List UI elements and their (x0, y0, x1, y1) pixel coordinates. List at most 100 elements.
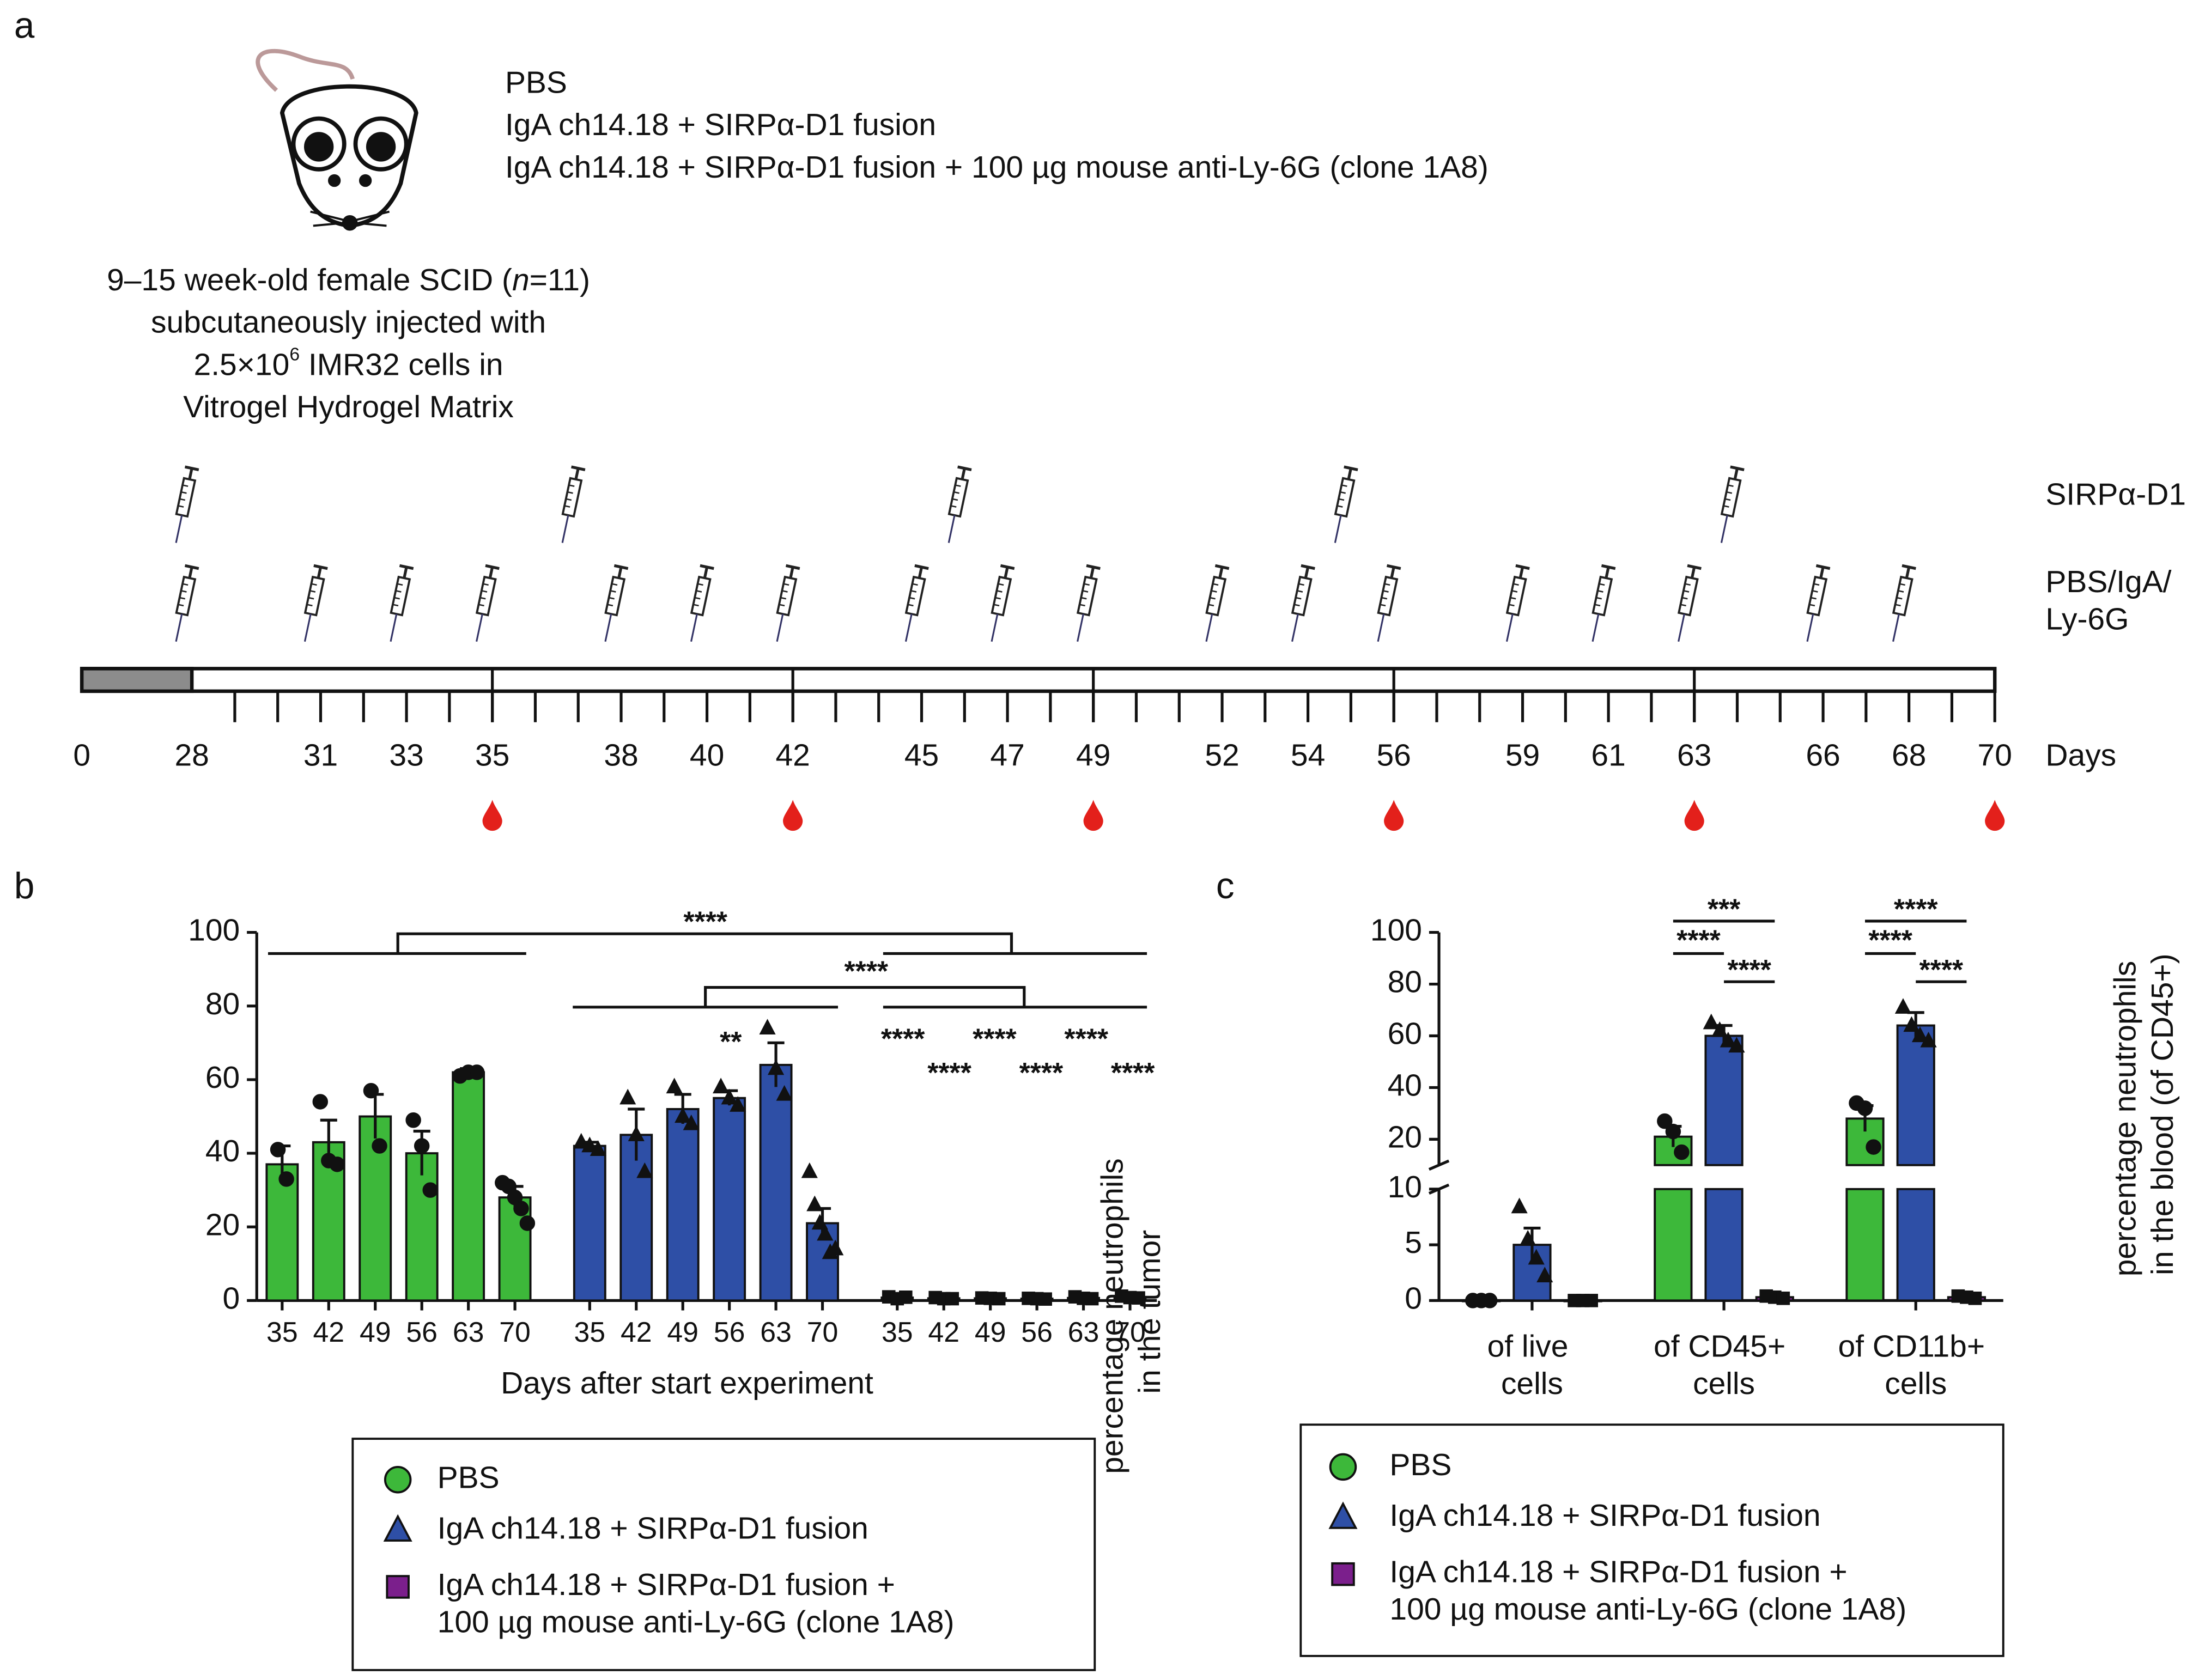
significance: **** (1064, 1023, 1108, 1055)
x-tick-label: 35 (882, 1316, 913, 1348)
legend-box (351, 1438, 1096, 1671)
syringe-needle (476, 613, 483, 642)
syringe-scale (912, 583, 918, 586)
text-line: cells (1693, 1366, 1755, 1401)
bar (1654, 1188, 1693, 1302)
data-point (1857, 1100, 1873, 1116)
day-tick-label: 38 (604, 738, 638, 773)
data-point (1511, 1197, 1528, 1214)
legend-marker (1331, 1562, 1355, 1586)
data-point (1674, 1144, 1690, 1160)
data-point (1528, 1249, 1545, 1265)
axis-break (1428, 1159, 1450, 1171)
data-point (469, 1064, 485, 1080)
day-tick-label: 61 (1591, 738, 1625, 773)
y-axis-label: percentage neutrophils in the tumor (1095, 1149, 1167, 1474)
day-tick-label: 28 (174, 738, 209, 773)
syringe-scale (567, 491, 573, 494)
syringe-scale (1728, 484, 1734, 487)
syringe (1205, 564, 1230, 642)
legend-label: IgA ch14.18 + SIRPα-D1 fusion (438, 1511, 868, 1545)
axis-label: Days (2045, 738, 2116, 773)
syringe-scale (1079, 604, 1085, 607)
syringe-rod (703, 567, 709, 579)
text-line: IgA ch14.18 + SIRPα-D1 fusion + (438, 1567, 904, 1602)
syringe-rod (317, 567, 323, 579)
legend-label: IgA ch14.18 + SIRPα-D1 fusion + 100 µg m… (1389, 1555, 1906, 1627)
day-tick-label: 33 (389, 738, 423, 773)
syringe-rod (1304, 567, 1310, 579)
syringe-plunger (1730, 465, 1745, 471)
syringe-scale (309, 590, 316, 593)
syringe (175, 465, 199, 543)
y-tick-label: 100 (1370, 913, 1422, 948)
data-point (1482, 1293, 1498, 1308)
text-line: cells (1501, 1366, 1563, 1401)
text-line: cells (1885, 1366, 1947, 1401)
text-line: in the tumor (1132, 1230, 1167, 1394)
bar (573, 1145, 606, 1302)
x-tick-label: 42 (621, 1316, 652, 1348)
day-tick-label: 56 (1377, 738, 1411, 773)
data-point (1911, 1026, 1929, 1043)
syringe (1892, 564, 1916, 642)
legend-label: PBS (1389, 1447, 1451, 1482)
panel-label: b (14, 866, 34, 906)
syringe-rod (488, 567, 494, 579)
text-line: in the blood (of CD45+) (2145, 953, 2180, 1275)
y-tick-label: 40 (1388, 1068, 1422, 1103)
syringe-needle (991, 613, 999, 642)
syringe-scale (1811, 596, 1817, 600)
syringe-scale (780, 596, 787, 600)
significance: **** (683, 906, 727, 938)
x-tick-label: of CD11b+ cells (1838, 1329, 1993, 1401)
x-tick-label: 56 (714, 1316, 745, 1348)
day-tick-label: 52 (1205, 738, 1239, 773)
legend-marker (384, 1465, 412, 1494)
syringe-needle (561, 515, 569, 543)
data-point (730, 1096, 746, 1112)
x-axis-label: Days after start experiment (501, 1366, 873, 1401)
syringe-scale (993, 604, 1000, 607)
syringe-needle (303, 613, 312, 642)
syringe-scale (483, 583, 489, 586)
legend-label: PBS (438, 1460, 500, 1495)
syringe (991, 564, 1015, 642)
syringe-scale (397, 583, 403, 586)
syringe (604, 564, 629, 642)
syringe (1592, 564, 1616, 642)
bar (619, 1134, 653, 1302)
data-point (270, 1142, 286, 1158)
syringe-needle (1377, 613, 1385, 642)
syringe (904, 564, 929, 642)
bar (312, 1141, 345, 1302)
syringe-scale (1812, 590, 1818, 593)
treatment: PBS (505, 65, 567, 100)
data-point (827, 1239, 844, 1256)
syringe-plunger (1344, 465, 1358, 471)
syringe-scale (1208, 604, 1214, 607)
syringe-needle (1291, 613, 1299, 642)
legend-marker (1329, 1453, 1357, 1481)
syringe (1076, 564, 1101, 642)
syringe-scale (1384, 583, 1390, 586)
data-point (1703, 1013, 1720, 1030)
significance: **** (1676, 924, 1721, 955)
day-tick-label: 47 (990, 738, 1024, 773)
syringe-scale (1380, 604, 1386, 607)
syringe (1806, 564, 1831, 642)
syringe-scale (1896, 596, 1903, 600)
syringe-scale (952, 498, 958, 501)
day-tick-label: 66 (1806, 738, 1840, 773)
syringe-scale (1685, 583, 1691, 586)
syringe-needle (604, 613, 612, 642)
mouse-description: subcutaneously injected with (151, 305, 546, 340)
significance: **** (1919, 954, 1964, 985)
syringe-needle (947, 515, 956, 543)
syringe-scale (1726, 491, 1733, 494)
significance: **** (845, 955, 889, 987)
significance: ** (720, 1026, 742, 1057)
legend-marker (383, 1514, 412, 1542)
syringe-scale (909, 596, 915, 600)
